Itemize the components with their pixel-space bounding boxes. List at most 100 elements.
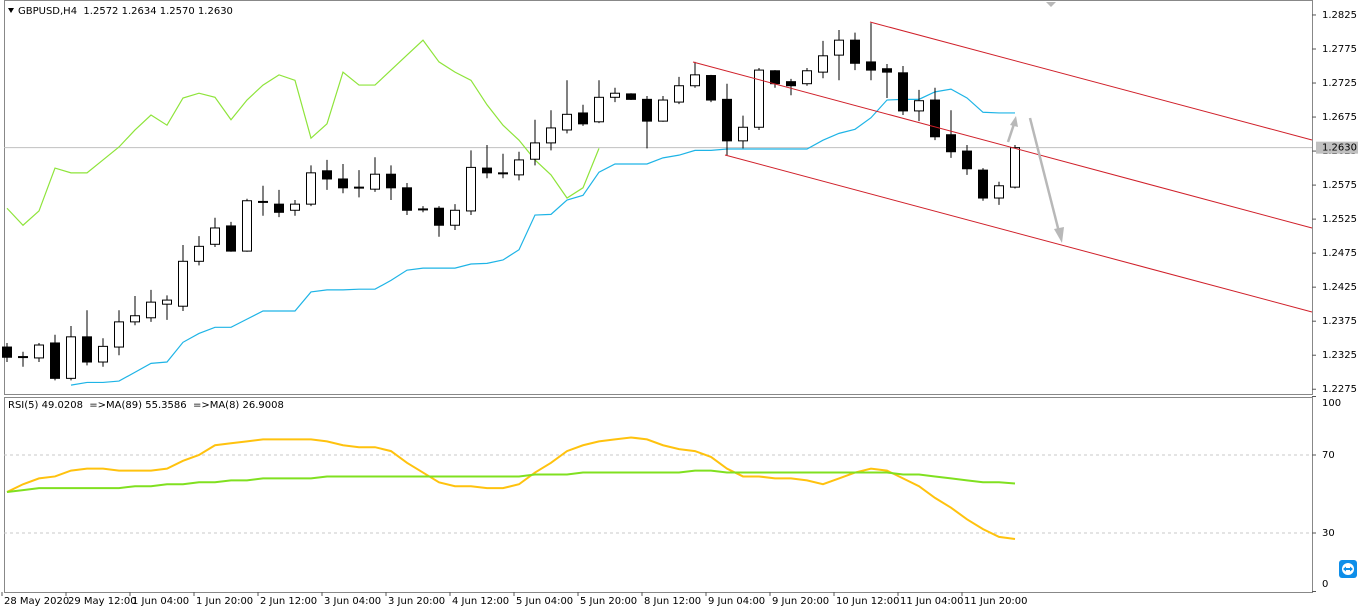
y-tick-label: 70 bbox=[1322, 450, 1335, 461]
candle-body bbox=[834, 39, 844, 56]
arrow-head bbox=[1046, 2, 1056, 7]
candle-body bbox=[242, 200, 252, 252]
candle-body bbox=[1010, 147, 1020, 188]
candle-body bbox=[450, 209, 460, 226]
y-tick-label: 1.2375 bbox=[1322, 316, 1357, 327]
candle-body bbox=[546, 127, 556, 144]
app-icon[interactable] bbox=[1339, 560, 1357, 578]
x-tick-label: 8 Jun 12:00 bbox=[644, 596, 701, 607]
y-tick-label: 30 bbox=[1322, 528, 1335, 539]
candle-body bbox=[514, 159, 524, 176]
menu-arrow[interactable] bbox=[8, 8, 14, 13]
candle-body bbox=[866, 61, 876, 71]
x-tick-label: 1 Jun 20:00 bbox=[196, 596, 253, 607]
candle-body bbox=[498, 172, 508, 175]
x-tick-label: 11 Jun 04:00 bbox=[900, 596, 964, 607]
candle-body bbox=[146, 301, 156, 319]
candle-body bbox=[994, 185, 1004, 199]
y-tick-label: 1.2575 bbox=[1322, 180, 1357, 191]
candle-body bbox=[50, 342, 60, 379]
candle-body bbox=[274, 203, 284, 213]
candle-body bbox=[162, 299, 172, 305]
candle-body bbox=[594, 96, 604, 123]
candle-body bbox=[626, 93, 636, 100]
candle-body bbox=[418, 208, 428, 211]
plot: 1.28251.27751.27251.26751.26251.25751.25… bbox=[1, 10, 1358, 607]
candle-body bbox=[642, 98, 652, 122]
channel-line bbox=[869, 21, 1313, 141]
indicator-line bbox=[6, 469, 1016, 494]
candle-body bbox=[786, 81, 796, 87]
candle-body bbox=[690, 74, 700, 87]
arrow-head bbox=[1054, 227, 1064, 243]
candle-body bbox=[914, 100, 924, 112]
candle-body bbox=[370, 173, 380, 190]
candle-body bbox=[130, 315, 140, 323]
candle-body bbox=[658, 99, 668, 122]
candle-body bbox=[434, 207, 444, 226]
x-tick-label: 11 Jun 20:00 bbox=[964, 596, 1028, 607]
x-tick-label: 9 Jun 04:00 bbox=[708, 596, 765, 607]
candle-body bbox=[66, 336, 76, 379]
arrow bbox=[1006, 123, 1016, 143]
candle-body bbox=[194, 245, 204, 262]
y-tick-label: 1.2325 bbox=[1322, 350, 1357, 361]
candle-body bbox=[98, 345, 108, 363]
candle-body bbox=[114, 321, 124, 348]
x-tick-label: 9 Jun 20:00 bbox=[772, 596, 829, 607]
candle-body bbox=[850, 39, 860, 64]
x-tick-label: 10 Jun 12:00 bbox=[836, 596, 900, 607]
last-price-box bbox=[1316, 141, 1358, 154]
x-tick-label: 4 Jun 12:00 bbox=[452, 596, 509, 607]
candle-body bbox=[482, 167, 492, 174]
indicator-line bbox=[70, 88, 1015, 386]
arrows bbox=[1006, 2, 1064, 243]
candle-body bbox=[354, 186, 364, 189]
candle-body bbox=[18, 356, 28, 359]
y-tick-label: 1.2425 bbox=[1322, 282, 1357, 293]
candle-body bbox=[946, 134, 956, 153]
main-panel bbox=[4, 0, 1313, 395]
arrow-head bbox=[1010, 116, 1018, 127]
x-tick-label: 1 Jun 04:00 bbox=[132, 596, 189, 607]
x-tick-label: 3 Jun 04:00 bbox=[324, 596, 381, 607]
candle-body bbox=[818, 55, 828, 73]
candle-body bbox=[754, 69, 764, 128]
candle-body bbox=[962, 150, 972, 170]
x-tick-label: 3 Jun 20:00 bbox=[388, 596, 445, 607]
y-tick-label: 100 bbox=[1322, 398, 1341, 409]
candle-body bbox=[722, 98, 732, 142]
candle-body bbox=[802, 70, 812, 85]
candle-body bbox=[178, 260, 188, 307]
candle-body bbox=[226, 225, 236, 252]
candle-body bbox=[306, 172, 316, 205]
indicator-line bbox=[6, 436, 1016, 541]
y-tick-label: 1.2825 bbox=[1322, 10, 1357, 21]
channel bbox=[692, 21, 1313, 313]
candle-body bbox=[930, 99, 940, 138]
rsi-title: RSI(5) 49.0208 =>MA(89) 55.3586 =>MA(8) … bbox=[8, 400, 284, 411]
x-tick-label: 5 Jun 20:00 bbox=[580, 596, 637, 607]
candle-body bbox=[674, 85, 684, 103]
candle-body bbox=[562, 113, 572, 131]
rsi-panel bbox=[4, 397, 1313, 593]
candle-body bbox=[402, 187, 412, 211]
candle-body bbox=[578, 112, 588, 125]
candle-body bbox=[322, 170, 332, 180]
y-tick-label: 1.2725 bbox=[1322, 78, 1357, 89]
x-tick-label: 29 May 12:00 bbox=[68, 596, 137, 607]
y-tick-label: 0 bbox=[1322, 579, 1328, 590]
indicator-line bbox=[6, 39, 600, 227]
channel-line bbox=[692, 61, 1313, 229]
candle-body bbox=[738, 126, 748, 142]
candle-body bbox=[210, 227, 220, 245]
candle-body bbox=[290, 203, 300, 211]
x-tick-label: 28 May 2020 bbox=[4, 596, 69, 607]
icon-arrows[interactable] bbox=[1343, 566, 1353, 572]
candle-body bbox=[530, 142, 540, 160]
y-tick-label: 1.2525 bbox=[1322, 214, 1357, 225]
y-tick-label: 1.2275 bbox=[1322, 384, 1357, 395]
last-price-label: 1.2630 bbox=[1322, 143, 1357, 154]
candle-body bbox=[978, 169, 988, 199]
